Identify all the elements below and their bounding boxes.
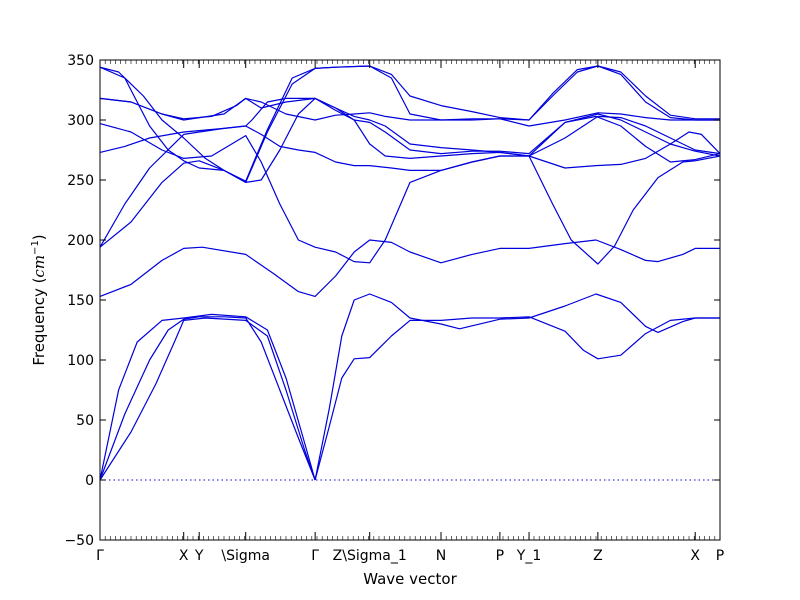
plot-frame [99, 59, 721, 541]
y-axis-label-close: ) [30, 234, 48, 240]
band-line-7 [99, 97, 721, 248]
x-tick-label: Z [593, 548, 603, 564]
band-line-6 [99, 239, 720, 297]
y-axis-ticks: −50 0 50 100 150 200 250 300 350 [64, 53, 720, 549]
y-tick-label: −50 [64, 533, 94, 549]
y-tick-label: 200 [67, 233, 94, 249]
y-tick-label: 300 [67, 113, 94, 129]
x-tick-label: Γ [311, 548, 319, 564]
x-tick-label: \Sigma [221, 548, 270, 564]
x-tick-label: Y_1 [516, 548, 541, 564]
y-tick-label: 100 [67, 353, 94, 369]
x-tick-label: N [436, 548, 446, 564]
band-line-3 [99, 317, 316, 481]
band-line-1 [99, 316, 316, 481]
y-axis-label-unit: cm [30, 255, 48, 278]
x-axis-ticks: Γ X Y \Sigma Γ Z\Sigma_1 N P Y_1 Z X P [96, 60, 724, 564]
x-axis-minor-ticks [99, 60, 721, 540]
x-tick-label: P [716, 548, 724, 564]
band-line-12 [99, 97, 720, 127]
band-line-11 [99, 97, 721, 157]
x-axis-label: Wave vector [363, 570, 457, 588]
x-tick-label: Y [194, 548, 204, 564]
x-tick-label: X [690, 548, 700, 564]
x-tick-label: P [496, 548, 504, 564]
x-tick-label: X [179, 548, 189, 564]
y-tick-label: 150 [67, 293, 94, 309]
y-tick-label: 50 [76, 413, 94, 429]
y-tick-label: 250 [67, 173, 94, 189]
band-line-9 [99, 97, 721, 157]
band-line-2 [99, 313, 316, 481]
y-axis-label-text: Frequency ( [30, 278, 48, 366]
band-line-4 [314, 316, 720, 481]
x-tick-label: Z\Sigma_1 [333, 548, 407, 564]
band-line-5 [314, 293, 720, 481]
band-line-10 [99, 123, 721, 264]
band-lines [99, 65, 721, 481]
y-tick-label: 0 [85, 473, 94, 489]
y-axis-label: Frequency (cm−1) [30, 234, 48, 365]
band-line-13 [99, 65, 720, 183]
y-tick-label: 350 [67, 53, 94, 69]
x-tick-label: Γ [96, 548, 104, 564]
y-axis-label-exponent: −1 [30, 240, 41, 255]
band-line-14 [99, 65, 720, 182]
